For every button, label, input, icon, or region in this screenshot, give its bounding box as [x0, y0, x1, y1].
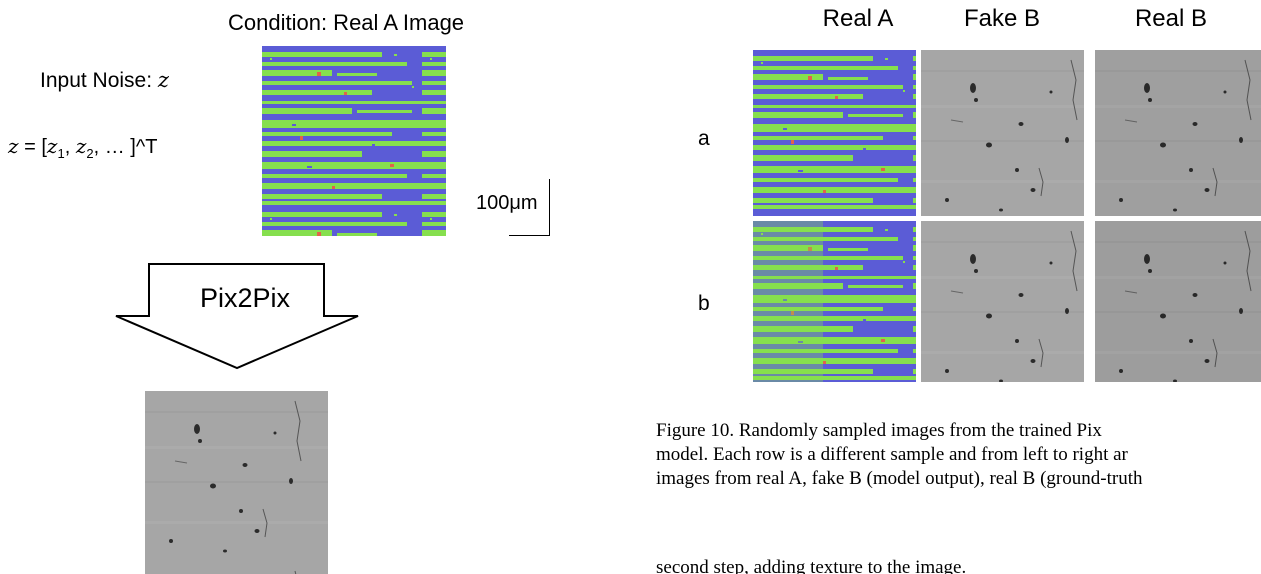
- caption-line-1: Figure 10. Randomly sampled images from …: [656, 420, 1102, 441]
- grid-b-fake-b: [921, 221, 1084, 382]
- formula-sub1: 1: [57, 146, 65, 161]
- scale-bar-label: 100μm: [476, 192, 538, 214]
- formula-comma: ,: [64, 136, 76, 158]
- formula-sub2: 2: [86, 146, 94, 161]
- column-title-real-b: Real B: [1134, 5, 1208, 32]
- pix2pix-arrow-icon: [115, 263, 359, 370]
- input-noise-label: Input Noise: z: [40, 68, 169, 93]
- generated-output-image: [145, 391, 328, 574]
- input-noise-text: Input Noise:: [40, 69, 153, 92]
- body-text-partial: second step, adding texture to the image…: [656, 557, 967, 574]
- caption-line-2: model. Each row is a different sample an…: [656, 444, 1128, 465]
- scale-bar: [509, 179, 550, 236]
- grid-b-real-a: [753, 221, 916, 382]
- caption-line-3: images from real A, fake B (model output…: [656, 468, 1143, 489]
- pix2pix-label: Pix2Pix: [199, 283, 291, 313]
- formula-eq: = [: [18, 136, 47, 158]
- grid-a-real-b: [1095, 50, 1261, 216]
- grid-a-fake-b: [921, 50, 1084, 216]
- grid-b-real-b: [1095, 221, 1261, 382]
- noise-variable: z: [157, 68, 169, 92]
- formula-lhs: z: [8, 134, 19, 158]
- row-label-b: b: [698, 292, 710, 315]
- condition-title: Condition: Real A Image: [228, 10, 465, 35]
- grid-a-real-a: [753, 50, 916, 216]
- formula-tail: , … ]^T: [93, 136, 158, 158]
- figure-caption: Figure 10. Randomly sampled images from …: [656, 419, 1261, 491]
- column-title-real-a: Real A: [822, 5, 894, 32]
- formula-z2: z: [75, 134, 87, 158]
- column-title-fake-b: Fake B: [963, 5, 1041, 32]
- row-label-a: a: [698, 127, 710, 150]
- noise-vector-formula: z = [z1, z2, … ]^T: [8, 134, 157, 161]
- formula-z1: z: [46, 134, 58, 158]
- condition-real-a-image: [262, 46, 446, 236]
